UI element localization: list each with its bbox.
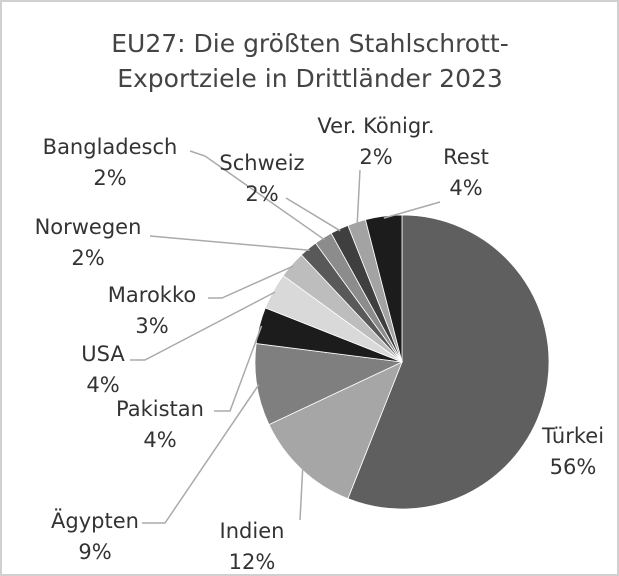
leader-line bbox=[208, 265, 294, 299]
leader-line bbox=[383, 201, 441, 219]
slice-value-label: 2% bbox=[93, 166, 126, 190]
slice-value-label: 2% bbox=[359, 145, 392, 169]
slice-label: Marokko bbox=[108, 283, 196, 307]
leader-line bbox=[285, 197, 341, 232]
slice-value-label: 3% bbox=[135, 314, 168, 338]
pie-slice bbox=[268, 361, 403, 500]
slice-value-label: 4% bbox=[449, 176, 482, 200]
chart-title: EU27: Die größten Stahlschrott- bbox=[111, 29, 508, 58]
slice-value-label: 4% bbox=[143, 428, 176, 452]
slice-label: Bangladesch bbox=[43, 135, 178, 159]
slice-label: Pakistan bbox=[116, 397, 204, 421]
leader-line bbox=[299, 467, 304, 521]
slice-label: Rest bbox=[443, 145, 489, 169]
slice-value-label: 2% bbox=[71, 246, 104, 270]
leader-line bbox=[356, 169, 361, 225]
slice-label: Ägypten bbox=[51, 508, 139, 533]
slice-label: Türkei bbox=[541, 424, 604, 448]
leader-line bbox=[130, 291, 276, 361]
leader-line bbox=[189, 150, 325, 241]
pie-slice bbox=[364, 214, 403, 363]
chart-title: Exportziele in Drittländer 2023 bbox=[117, 64, 503, 93]
slice-label: Norwegen bbox=[35, 215, 142, 239]
slice-label: Schweiz bbox=[219, 151, 304, 175]
slice-value-label: 4% bbox=[86, 373, 119, 397]
leader-line bbox=[149, 235, 310, 252]
slice-value-label: 12% bbox=[229, 550, 276, 574]
slice-value-label: 9% bbox=[78, 540, 111, 564]
slice-label: Indien bbox=[220, 519, 285, 543]
slice-label: Ver. Königr. bbox=[317, 114, 434, 138]
pie-slice bbox=[347, 214, 550, 510]
slice-label: USA bbox=[81, 342, 125, 366]
leader-line bbox=[142, 384, 260, 524]
leader-line bbox=[214, 325, 263, 412]
slice-value-label: 2% bbox=[245, 182, 278, 206]
slice-value-label: 56% bbox=[550, 455, 597, 479]
pie-slice bbox=[254, 343, 404, 426]
